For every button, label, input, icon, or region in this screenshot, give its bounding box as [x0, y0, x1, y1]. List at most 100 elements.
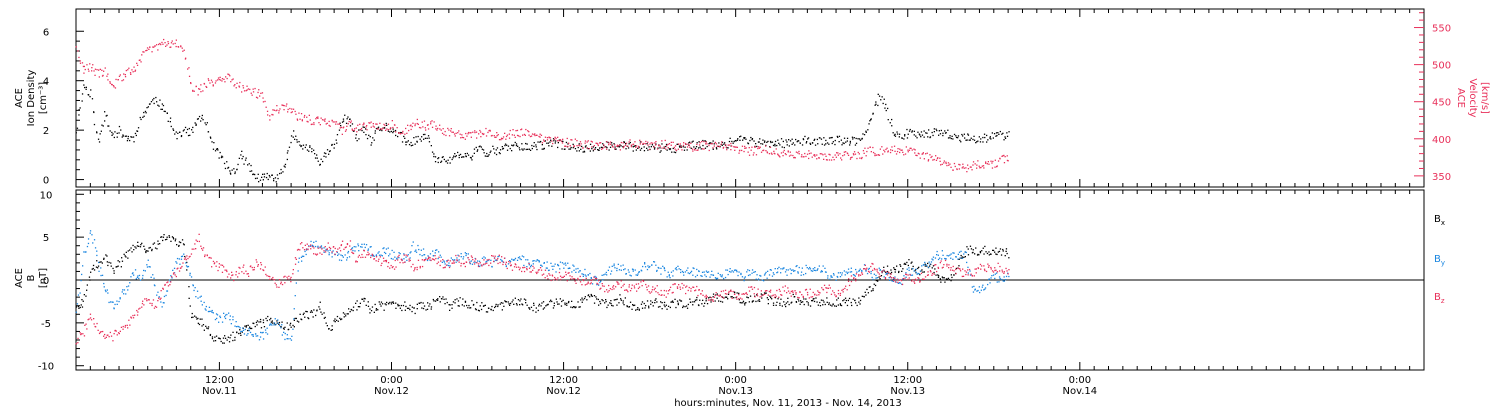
velocity-point: [79, 60, 81, 62]
bz-point: [685, 292, 687, 295]
bx-point: [421, 307, 423, 309]
bz-point: [340, 244, 343, 246]
bz-point: [169, 284, 171, 286]
density-point: [715, 147, 718, 149]
velocity-point: [970, 166, 972, 168]
bx-point: [408, 307, 410, 309]
bz-point: [231, 274, 233, 277]
bx-point: [344, 313, 346, 315]
bx-point: [321, 313, 323, 315]
by-point: [680, 271, 682, 274]
bz-point: [930, 271, 932, 273]
bx-point: [214, 336, 216, 338]
bz-point: [274, 282, 276, 284]
by-point: [955, 256, 957, 258]
bx-point: [425, 309, 427, 311]
density-point: [953, 133, 956, 136]
velocity-point: [324, 120, 326, 122]
bz-point: [850, 280, 853, 283]
by-point: [704, 274, 706, 276]
bx-point: [293, 326, 295, 328]
velocity-point: [765, 150, 767, 152]
density-point: [772, 144, 775, 147]
bz-point: [952, 265, 954, 268]
density-point: [105, 115, 107, 117]
velocity-point: [89, 63, 91, 65]
velocity-point: [483, 133, 485, 135]
by-point: [971, 286, 973, 288]
bz-point: [160, 297, 162, 299]
velocity-point: [661, 140, 663, 142]
by-point: [232, 316, 234, 318]
velocity-point: [439, 128, 441, 130]
velocity-point: [485, 135, 488, 137]
bz-point: [681, 282, 683, 285]
density-point: [416, 141, 418, 143]
density-point: [317, 160, 319, 162]
density-point: [184, 126, 187, 129]
by-point: [252, 335, 254, 337]
density-point: [244, 159, 247, 161]
bz-point: [264, 266, 266, 268]
by-point: [469, 261, 471, 263]
by-point: [415, 249, 417, 251]
velocity-point: [686, 146, 689, 148]
bx-point: [315, 314, 317, 317]
bz-point: [142, 300, 144, 302]
bx-point: [213, 340, 215, 342]
velocity-point: [927, 160, 929, 162]
bx-point: [902, 268, 904, 270]
density-point: [487, 155, 489, 157]
velocity-point: [149, 46, 151, 48]
bz-point: [122, 328, 124, 330]
velocity-point: [759, 146, 761, 148]
density-point: [637, 147, 639, 149]
bx-point: [755, 300, 757, 303]
by-point: [813, 269, 815, 271]
by-point: [727, 273, 729, 276]
bx-point: [963, 256, 965, 258]
bx-point: [650, 303, 652, 305]
bx-point: [483, 305, 485, 307]
by-point: [530, 264, 532, 266]
by-point: [686, 269, 688, 272]
bx-point: [139, 246, 142, 248]
by-point: [761, 279, 763, 281]
by-point: [967, 266, 969, 268]
density-point: [540, 140, 542, 143]
by-point: [161, 306, 163, 308]
top-left-tick-label: 2: [43, 126, 49, 137]
velocity-point: [597, 143, 599, 145]
velocity-point: [431, 120, 433, 122]
bz-point: [346, 243, 349, 245]
bz-point: [213, 263, 215, 265]
density-point: [863, 134, 866, 136]
bx-point: [162, 239, 164, 242]
velocity-point: [508, 133, 510, 135]
bz-point: [273, 279, 276, 281]
velocity-point: [221, 78, 224, 80]
bz-point: [103, 335, 105, 337]
bz-point: [195, 239, 197, 241]
by-point: [486, 260, 488, 263]
by-point: [701, 271, 704, 273]
velocity-point: [987, 161, 989, 163]
bx-point: [239, 332, 242, 334]
density-point: [434, 156, 437, 158]
bx-point: [456, 298, 458, 300]
bx-point: [108, 261, 110, 264]
density-point: [731, 140, 733, 143]
bz-point: [477, 265, 480, 268]
velocity-point: [976, 167, 978, 169]
bz-point: [957, 267, 959, 269]
bx-point: [597, 298, 599, 301]
bz-point: [781, 294, 783, 296]
bz-point: [260, 262, 262, 264]
density-point: [207, 131, 210, 133]
density-point: [229, 170, 231, 172]
density-point: [962, 135, 964, 137]
bz-point: [995, 269, 997, 271]
bx-point: [289, 322, 292, 324]
bx-point: [636, 308, 638, 311]
